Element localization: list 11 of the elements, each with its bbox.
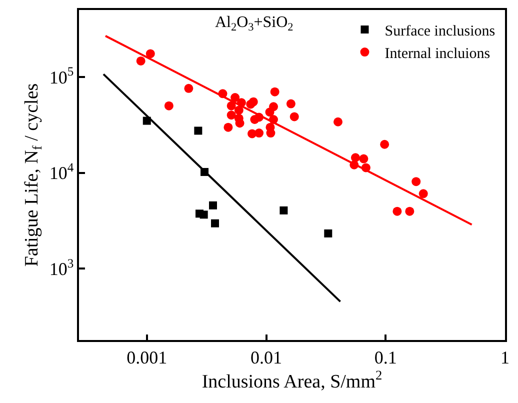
- legend-label: Internal incluions: [384, 46, 490, 62]
- x-tick-label: 0.01: [250, 347, 282, 368]
- y-tick-label: 10$^{5}$: [49, 64, 74, 88]
- x-tick-label: 0.1: [374, 347, 397, 368]
- annotation: Al$_{2}$O$_{3}$+SiO$_{2}$: [215, 14, 294, 34]
- y-tick-label: 10$^{3}$: [49, 256, 74, 279]
- x-axis-title: Inclusions Area, S/mm$^{2}$: [202, 367, 382, 392]
- x-tick-label: 0.001: [126, 347, 168, 368]
- x-tick-label: 1: [500, 347, 510, 368]
- y-tick-label: 10$^{4}$: [49, 160, 74, 184]
- legend-label: Surface inclusions: [384, 23, 496, 40]
